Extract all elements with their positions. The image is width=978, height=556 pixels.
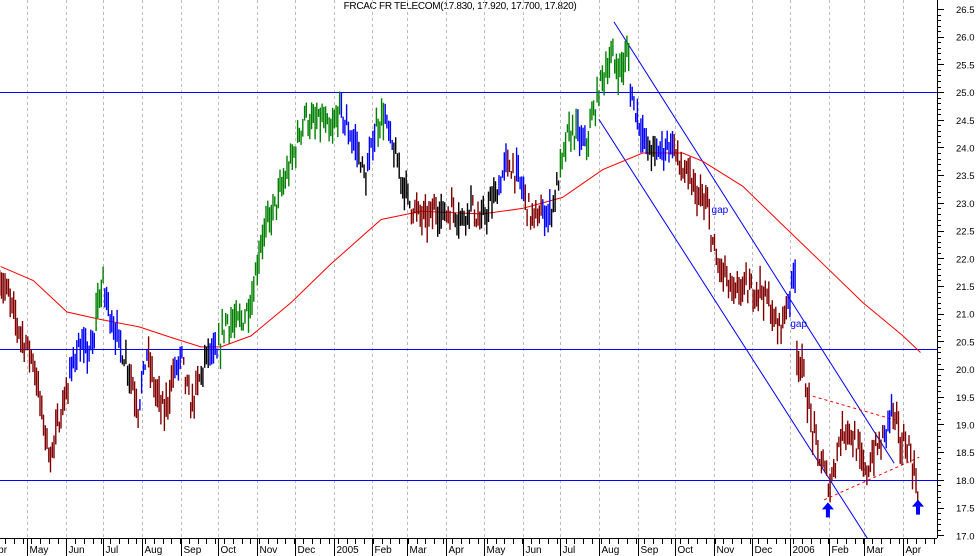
- y-tick-label: 24.5: [956, 116, 975, 127]
- x-tick-label: Feb: [375, 545, 393, 556]
- triangle-line: [812, 395, 896, 421]
- chart-title: FRCAC FR TELECOM(17.830, 17.920, 17.700,…: [343, 1, 577, 12]
- y-tick-label: 26.5: [956, 5, 975, 16]
- y-tick-label: 21.0: [956, 310, 975, 321]
- x-tick-label: Oct: [678, 545, 694, 556]
- y-tick-label: 21.5: [956, 282, 975, 293]
- x-tick-label: Aug: [145, 545, 163, 556]
- gap-label: gap: [790, 319, 807, 330]
- up-arrow-icon: [911, 499, 924, 515]
- x-tick-label: Aug: [602, 545, 620, 556]
- x-tick-label: Oct: [221, 545, 237, 556]
- x-tick-label: Jul: [106, 545, 119, 556]
- y-tick-label: 18.0: [956, 476, 975, 487]
- y-tick-label: 25.0: [956, 88, 975, 99]
- x-tick-label: Jun: [69, 545, 85, 556]
- y-tick-label: 25.5: [956, 60, 975, 71]
- x-tick-label: Mar: [410, 545, 428, 556]
- y-tick-label: 19.0: [956, 421, 975, 432]
- y-tick-label: 22.0: [956, 254, 975, 265]
- x-tick-label: Nov: [717, 545, 735, 556]
- support-resistance-lines: [0, 92, 937, 481]
- y-tick-label: 17.0: [956, 531, 975, 542]
- x-tick-label: Apr: [0, 545, 8, 556]
- y-tick-label: 23.5: [956, 171, 975, 182]
- x-tick-label: Feb: [832, 545, 850, 556]
- x-tick-label: Apr: [906, 545, 922, 556]
- grid: [27, 0, 904, 538]
- x-tick-label: Dec: [298, 545, 316, 556]
- x-tick-label: Nov: [260, 545, 278, 556]
- channel-line: [613, 21, 895, 464]
- moving-average-line: [0, 152, 921, 353]
- x-tick-label: 2006: [793, 545, 816, 556]
- annotations: gap gap: [712, 205, 924, 518]
- y-tick-label: 20.0: [956, 365, 975, 376]
- y-tick-label: 18.5: [956, 448, 975, 459]
- x-tick-label: Sep: [641, 545, 659, 556]
- y-tick-label: 22.5: [956, 227, 975, 238]
- y-tick-label: 20.5: [956, 337, 975, 348]
- y-tick-label: 17.5: [956, 504, 975, 515]
- price-bars: [0, 35, 919, 512]
- y-tick-label: 26.0: [956, 33, 975, 44]
- x-tick-label: Dec: [755, 545, 773, 556]
- x-tick-label: May: [30, 545, 49, 556]
- channel-line: [598, 118, 868, 538]
- x-tick-label: Sep: [184, 545, 202, 556]
- x-tick-label: Apr: [449, 545, 465, 556]
- triangle-line: [823, 456, 920, 501]
- y-tick-label: 23.0: [956, 199, 975, 210]
- y-tick-label: 19.5: [956, 393, 975, 404]
- x-tick-label: Jul: [563, 545, 576, 556]
- x-tick-label: Mar: [867, 545, 885, 556]
- moving-average: [0, 152, 921, 353]
- x-tick-label: 2005: [337, 545, 360, 556]
- up-arrow-icon: [821, 502, 834, 518]
- x-tick-label: May: [487, 545, 506, 556]
- x-tick-label: Jun: [526, 545, 542, 556]
- gap-label: gap: [712, 205, 729, 216]
- trend-lines: [598, 21, 920, 538]
- y-tick-label: 24.0: [956, 144, 975, 155]
